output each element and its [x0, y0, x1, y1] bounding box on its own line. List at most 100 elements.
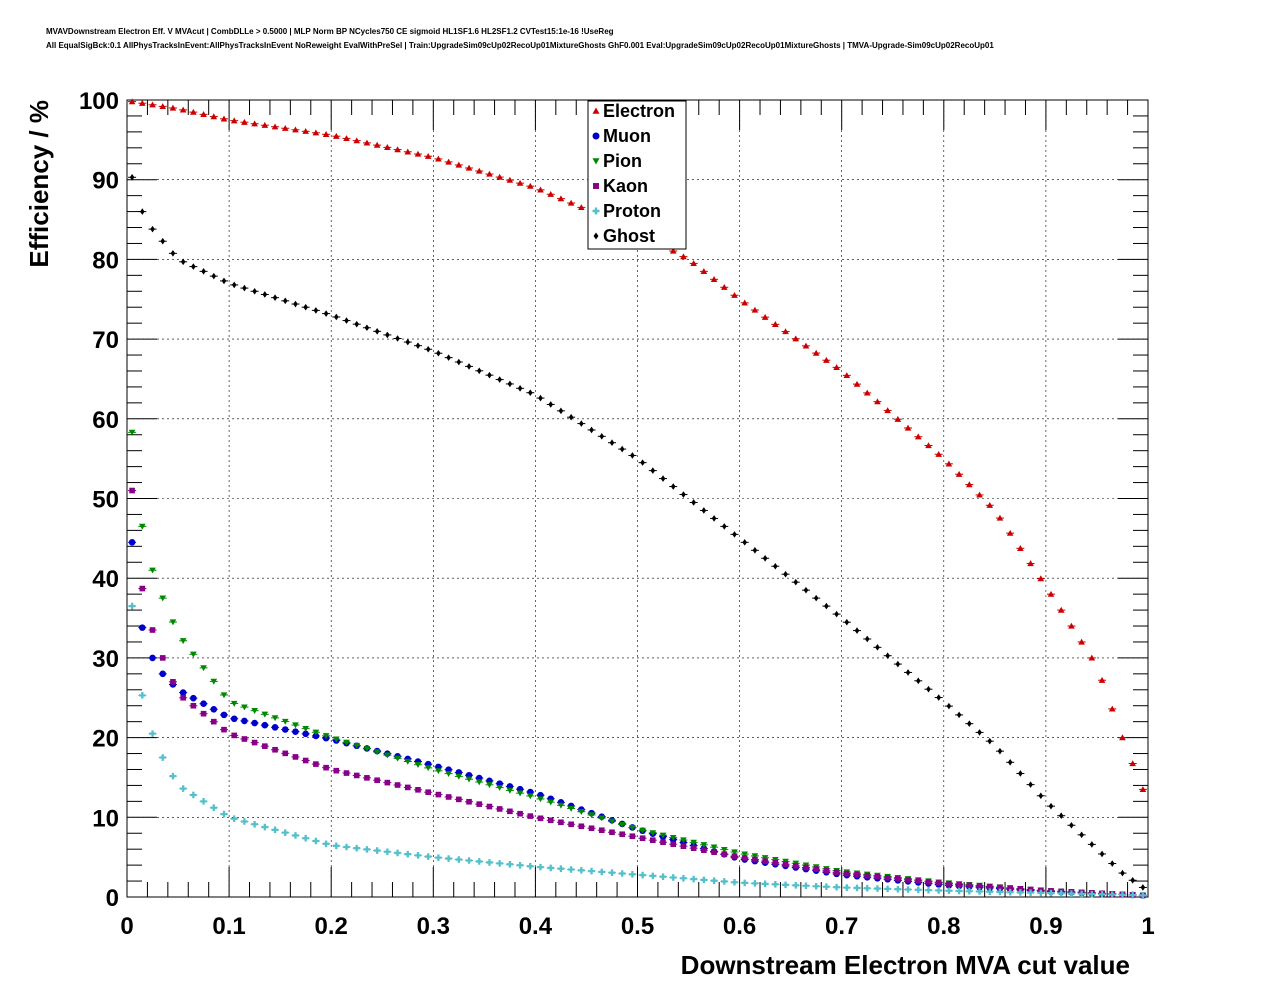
data-point	[139, 585, 146, 592]
data-point	[915, 878, 922, 884]
data-point	[914, 886, 922, 894]
data-point	[169, 104, 177, 111]
data-point	[455, 161, 463, 168]
data-point	[159, 670, 167, 678]
data-point	[578, 809, 585, 816]
data-point	[281, 718, 289, 725]
data-point	[241, 818, 248, 825]
data-point	[302, 730, 309, 738]
data-point	[220, 810, 228, 818]
data-point	[955, 887, 963, 895]
data-point	[465, 164, 473, 171]
data-point	[619, 831, 625, 838]
data-point	[854, 627, 860, 634]
data-point	[1140, 884, 1146, 891]
data-point	[834, 610, 839, 618]
data-point	[568, 821, 574, 828]
data-point	[404, 758, 412, 765]
data-point	[201, 268, 206, 275]
data-point	[812, 882, 820, 890]
data-point	[129, 174, 135, 181]
data-point	[997, 884, 1003, 891]
data-point	[782, 861, 789, 868]
data-point	[639, 835, 646, 842]
data-point	[404, 784, 411, 791]
data-point	[496, 860, 503, 867]
data-point	[333, 736, 340, 743]
data-point	[802, 882, 810, 890]
data-point	[547, 864, 555, 872]
data-point	[578, 204, 585, 211]
data-point	[323, 310, 329, 317]
x-tick-label: 0.8	[927, 913, 960, 940]
data-point	[507, 380, 513, 388]
data-point	[293, 300, 298, 308]
data-point	[935, 880, 942, 886]
data-point	[548, 401, 554, 408]
data-point	[486, 803, 493, 810]
data-point	[312, 129, 320, 136]
data-point	[261, 711, 269, 718]
data-point	[670, 841, 677, 848]
data-point	[251, 719, 258, 727]
data-point	[711, 849, 717, 855]
data-point	[844, 618, 850, 626]
data-point	[1099, 850, 1105, 858]
data-point	[1006, 529, 1014, 536]
data-point	[710, 844, 718, 851]
data-point	[230, 700, 238, 707]
legend-entry-kaon: Kaon	[593, 176, 648, 196]
data-point	[732, 531, 737, 538]
data-point	[282, 750, 289, 757]
data-point	[936, 694, 942, 701]
data-point	[751, 853, 759, 860]
data-point	[1119, 734, 1126, 741]
data-point	[914, 433, 922, 440]
data-point	[833, 869, 840, 876]
data-point	[252, 287, 257, 295]
data-point	[547, 817, 554, 824]
data-point	[701, 847, 707, 853]
data-point	[1048, 802, 1054, 810]
data-point	[230, 715, 238, 723]
data-point	[140, 208, 145, 215]
y-tick-labels: 0 10 20 30 40 50 60 70 80 90 100	[79, 88, 119, 912]
data-point	[1018, 770, 1023, 777]
data-point	[803, 864, 809, 871]
data-point	[680, 253, 687, 260]
data-point	[639, 871, 646, 879]
data-point	[159, 754, 167, 761]
data-series	[128, 98, 1147, 899]
data-point	[281, 124, 289, 131]
data-point	[200, 700, 207, 708]
data-point	[445, 855, 452, 862]
data-point	[170, 679, 176, 685]
data-point	[373, 749, 381, 756]
data-point	[414, 852, 422, 859]
data-point	[292, 728, 299, 735]
data-point	[946, 881, 952, 887]
data-point	[772, 859, 779, 866]
data-point	[853, 884, 861, 892]
data-point	[741, 299, 749, 306]
data-point	[272, 746, 278, 753]
data-point	[517, 385, 523, 392]
data-point	[210, 678, 218, 685]
data-point	[720, 878, 728, 885]
data-point	[302, 834, 309, 842]
data-point	[710, 877, 718, 884]
data-point	[761, 313, 769, 320]
data-point	[630, 452, 635, 459]
data-point	[292, 722, 299, 729]
data-point	[1017, 889, 1024, 896]
data-point	[251, 820, 258, 828]
data-point	[977, 729, 982, 736]
data-point	[773, 562, 778, 570]
x-tick-label: 0.7	[825, 913, 858, 940]
legend-marker	[592, 207, 600, 215]
data-point	[1007, 885, 1013, 891]
data-point	[640, 459, 645, 466]
legend-label: Pion	[603, 151, 642, 171]
data-point	[424, 853, 432, 860]
